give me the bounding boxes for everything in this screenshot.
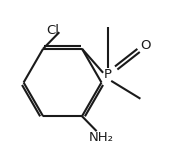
Text: Cl: Cl [46, 24, 59, 37]
Text: NH₂: NH₂ [89, 131, 114, 144]
Text: O: O [140, 39, 150, 52]
Text: P: P [104, 68, 112, 81]
